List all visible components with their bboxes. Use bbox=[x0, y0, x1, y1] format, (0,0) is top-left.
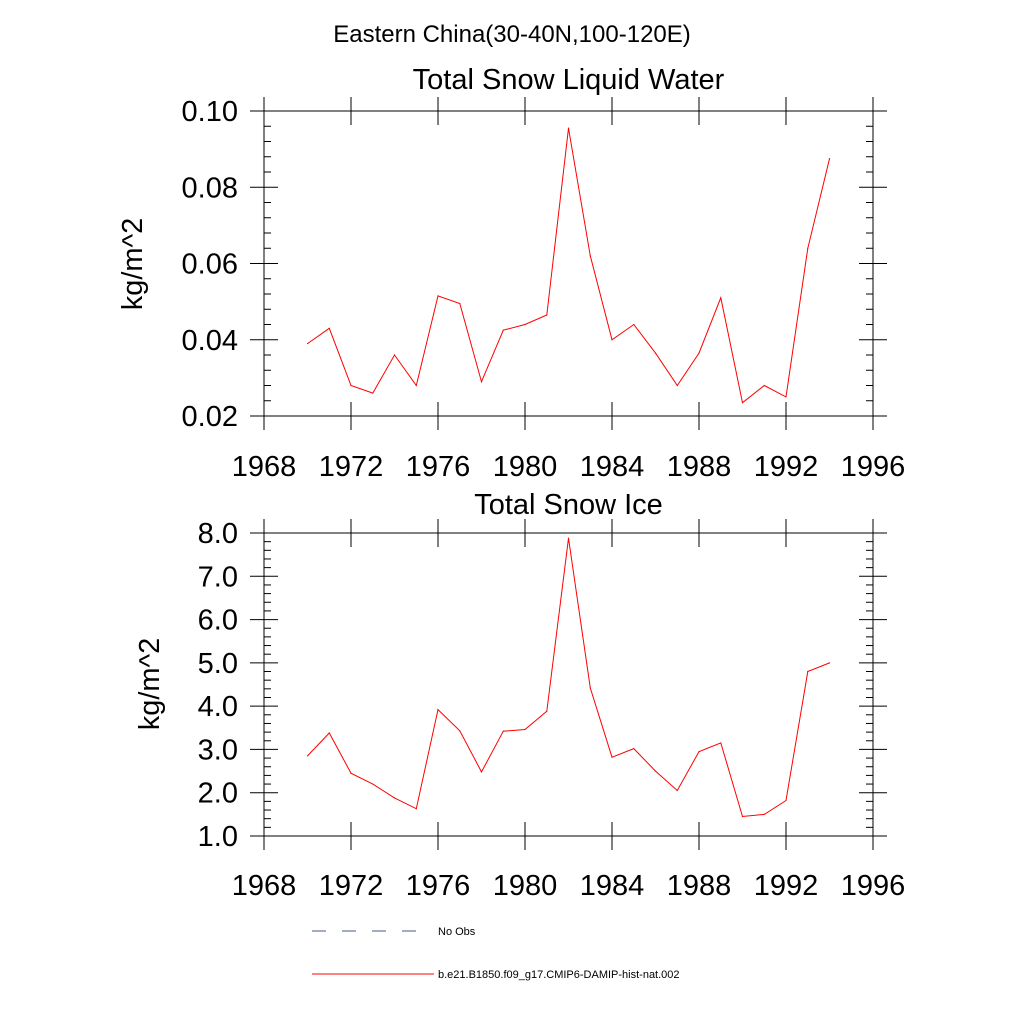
ice-x-tick-label: 1984 bbox=[580, 870, 645, 902]
ice-x-tick-label: 1968 bbox=[232, 870, 297, 902]
ice-series-line bbox=[307, 538, 830, 818]
liquid-data-point bbox=[633, 323, 635, 326]
liquid-series-line bbox=[307, 128, 830, 404]
liquid-data-point bbox=[415, 384, 417, 387]
liquid-y-tick-label: 0.06 bbox=[182, 249, 238, 281]
liquid-y-tick-label: 0.02 bbox=[182, 401, 238, 433]
liquid-data-point bbox=[480, 381, 483, 383]
ice-data-point bbox=[328, 732, 330, 734]
legend-label-model: b.e21.B1850.f09_g17.CMIP6-DAMIP-hist-nat… bbox=[438, 969, 680, 981]
liquid-data-point bbox=[393, 354, 396, 356]
liquid-chart-title: Total Snow Liquid Water bbox=[413, 64, 725, 96]
liquid-data-point bbox=[676, 384, 678, 387]
liquid-data-point bbox=[437, 295, 439, 297]
ice-y-tick-label: 7.0 bbox=[198, 561, 238, 593]
liquid-data-point bbox=[372, 392, 374, 394]
ice-y-tick-label: 1.0 bbox=[198, 821, 238, 853]
liquid-data-point bbox=[328, 327, 330, 329]
panel-snow-liquid-water: Total Snow Liquid Water kg/m^2 1968 1972 197… bbox=[117, 64, 905, 483]
ice-x-tick-label: 1980 bbox=[493, 870, 558, 902]
liquid-data-point bbox=[785, 396, 787, 398]
ice-data-point bbox=[502, 730, 504, 732]
ice-plot-frame bbox=[263, 532, 874, 837]
ice-data-point bbox=[807, 670, 809, 673]
liquid-x-tick-label: 1976 bbox=[406, 451, 471, 483]
ice-y-tick-label: 6.0 bbox=[198, 605, 238, 637]
liquid-plot-frame bbox=[263, 110, 874, 417]
liquid-data-point bbox=[350, 384, 352, 387]
ice-data-point bbox=[415, 808, 417, 810]
ice-data-point bbox=[676, 789, 678, 792]
ice-data-point bbox=[437, 709, 439, 711]
liquid-data-point bbox=[459, 302, 461, 305]
ice-data-point bbox=[567, 537, 570, 539]
ice-y-tick-label: 5.0 bbox=[198, 648, 238, 680]
liquid-data-point bbox=[763, 384, 765, 387]
ice-x-tick-label: 1976 bbox=[406, 870, 471, 902]
ice-data-point bbox=[654, 770, 657, 772]
liquid-data-point bbox=[567, 127, 570, 129]
ice-data-point bbox=[611, 756, 613, 758]
ice-x-tick-label: 1988 bbox=[667, 870, 732, 902]
ice-chart-title: Total Snow Ice bbox=[474, 489, 663, 521]
liquid-data-point bbox=[524, 323, 526, 326]
liquid-data-point bbox=[698, 352, 700, 354]
ice-y-tick-label: 2.0 bbox=[198, 778, 238, 810]
liquid-y-tick-label: 0.04 bbox=[182, 325, 238, 357]
liquid-y-tick-label: 0.10 bbox=[182, 96, 238, 128]
ice-data-point bbox=[698, 750, 700, 753]
liquid-x-tick-label: 1992 bbox=[754, 451, 819, 483]
liquid-data-point bbox=[546, 314, 548, 316]
ice-data-point bbox=[546, 710, 548, 712]
ice-data-point bbox=[350, 772, 352, 774]
liquid-data-point bbox=[807, 247, 809, 249]
ice-data-point bbox=[633, 747, 635, 750]
liquid-data-point bbox=[741, 402, 744, 404]
ice-data-point bbox=[393, 797, 396, 799]
liquid-data-point bbox=[306, 342, 309, 345]
ice-x-tick-label: 1996 bbox=[841, 870, 906, 902]
liquid-data-point bbox=[611, 339, 613, 341]
legend-label-no-obs: No Obs bbox=[438, 926, 476, 938]
ice-y-tick-label: 8.0 bbox=[198, 518, 238, 550]
ice-data-point bbox=[306, 755, 309, 757]
figure-suptitle: Eastern China(30-40N,100-120E) bbox=[333, 21, 691, 48]
liquid-data-point bbox=[589, 255, 591, 257]
ice-data-point bbox=[589, 687, 591, 689]
ice-data-point bbox=[480, 771, 483, 773]
ice-data-point bbox=[785, 799, 787, 802]
ice-data-point bbox=[763, 813, 765, 815]
liquid-x-tick-label: 1968 bbox=[232, 451, 297, 483]
ice-x-tick-label: 1972 bbox=[319, 870, 384, 902]
ice-x-tick-label: 1992 bbox=[754, 870, 819, 902]
liquid-data-point bbox=[828, 158, 831, 160]
liquid-x-tick-label: 1988 bbox=[667, 451, 732, 483]
panel-snow-ice: Total Snow Ice kg/m^2 1968 1972 1976 1980 1984… bbox=[134, 489, 905, 902]
liquid-y-tick-label: 0.08 bbox=[182, 172, 238, 204]
ice-data-point bbox=[720, 742, 722, 744]
ice-data-point bbox=[828, 662, 831, 664]
liquid-x-tick-label: 1972 bbox=[319, 451, 384, 483]
liquid-x-tick-label: 1996 bbox=[841, 451, 906, 483]
liquid-data-point bbox=[502, 329, 504, 331]
ice-data-point bbox=[741, 815, 744, 818]
liquid-data-point bbox=[654, 352, 657, 354]
legend: No Obs b.e21.B1850.f09_g17.CMIP6-DAMIP-h… bbox=[312, 926, 680, 981]
liquid-x-tick-label: 1980 bbox=[493, 451, 558, 483]
ice-y-tick-label: 3.0 bbox=[198, 734, 238, 766]
liquid-data-point bbox=[720, 297, 722, 299]
liquid-x-tick-label: 1984 bbox=[580, 451, 645, 483]
ice-data-point bbox=[459, 730, 461, 732]
ice-data-point bbox=[372, 783, 374, 785]
ice-y-axis-label: kg/m^2 bbox=[134, 638, 166, 731]
liquid-y-axis-label: kg/m^2 bbox=[117, 218, 149, 311]
ice-data-point bbox=[524, 728, 526, 731]
ice-y-tick-label: 4.0 bbox=[198, 691, 238, 723]
